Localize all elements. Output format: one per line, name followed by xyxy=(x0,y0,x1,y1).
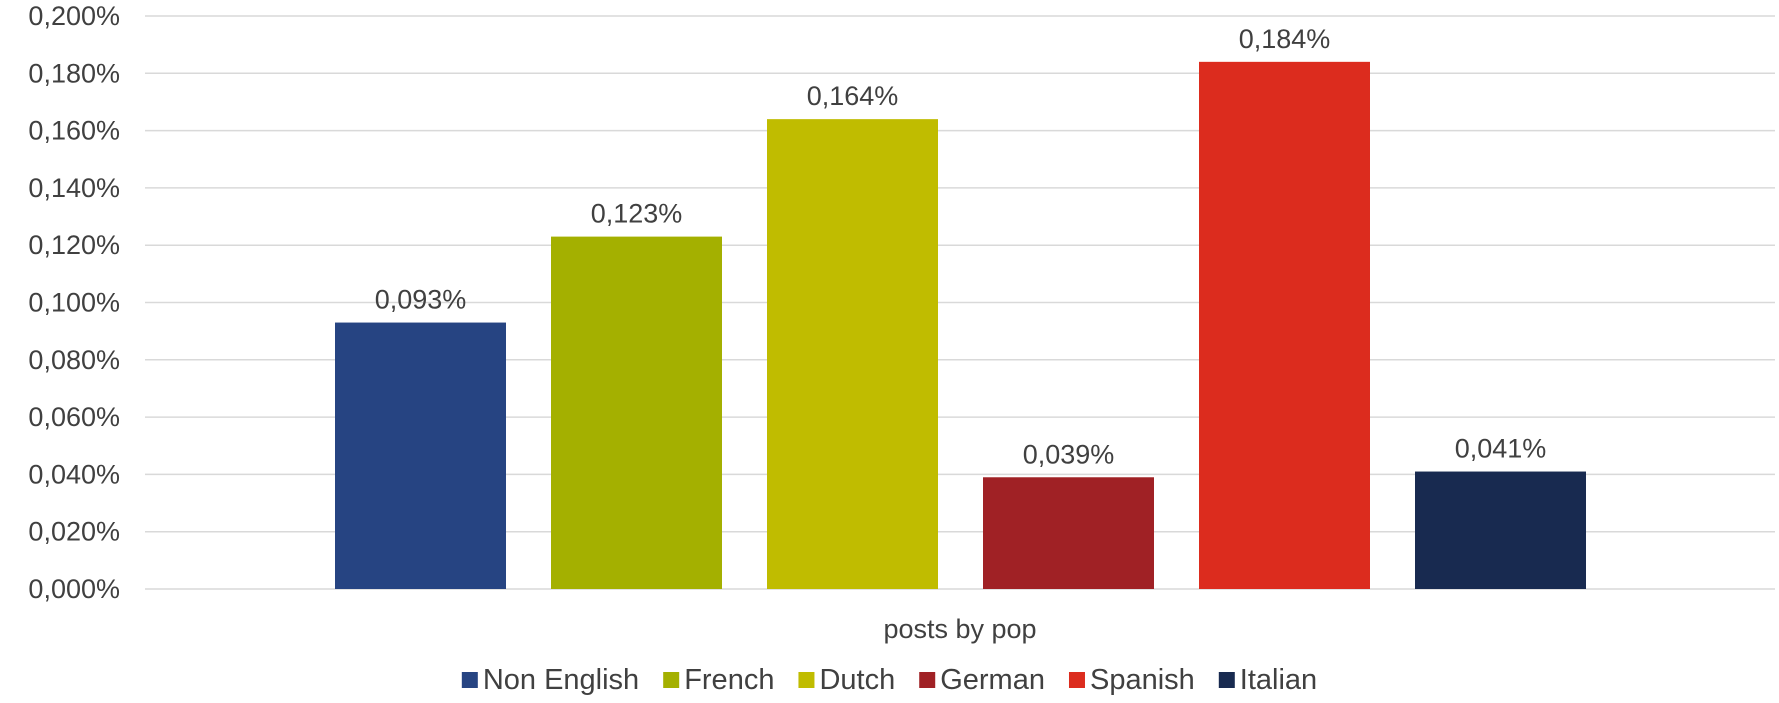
bar-italian xyxy=(1415,471,1586,589)
bar-dutch xyxy=(767,119,938,589)
legend-label: Non English xyxy=(483,664,639,696)
y-tick-label: 0,140% xyxy=(28,173,120,203)
y-tick-label: 0,000% xyxy=(28,574,120,604)
data-labels: 0,093% 0,123% 0,164% 0,039% 0,184% 0,041% xyxy=(375,24,1547,469)
y-tick-label: 0,060% xyxy=(28,402,120,432)
bar-non-english xyxy=(335,322,506,589)
legend-swatch xyxy=(663,672,680,688)
data-label: 0,123% xyxy=(591,199,683,229)
x-axis-category-labels: posts by pop xyxy=(883,614,1036,644)
legend-label: Italian xyxy=(1240,664,1317,696)
legend-item-german: German xyxy=(919,664,1045,696)
legend-swatch xyxy=(919,672,936,688)
y-tick-label: 0,180% xyxy=(28,58,120,88)
legend-label: Dutch xyxy=(819,664,895,696)
y-tick-label: 0,020% xyxy=(28,517,120,547)
data-label: 0,041% xyxy=(1455,434,1547,464)
legend-item-non-english: Non English xyxy=(461,664,639,696)
legend-label: French xyxy=(684,664,774,696)
legend-item-italian: Italian xyxy=(1218,664,1317,696)
legend-label: German xyxy=(940,664,1045,696)
y-tick-label: 0,080% xyxy=(28,345,120,375)
bar-spanish xyxy=(1199,61,1370,589)
y-tick-label: 0,040% xyxy=(28,459,120,489)
y-tick-label: 0,200% xyxy=(28,1,120,31)
legend-item-dutch: Dutch xyxy=(798,664,895,696)
legend: Non English French Dutch German Spanish Itali… xyxy=(461,664,1317,696)
y-tick-label: 0,120% xyxy=(28,230,120,260)
data-label: 0,039% xyxy=(1023,439,1115,469)
bar-german xyxy=(983,477,1154,589)
y-tick-label: 0,100% xyxy=(28,288,120,318)
legend-item-spanish: Spanish xyxy=(1068,664,1195,696)
legend-swatch xyxy=(798,672,815,688)
data-label: 0,164% xyxy=(807,81,899,111)
legend-label: Spanish xyxy=(1090,664,1195,696)
bars xyxy=(335,61,1586,590)
data-label: 0,184% xyxy=(1239,24,1331,54)
y-tick-label: 0,160% xyxy=(28,116,120,146)
x-category-label: posts by pop xyxy=(883,614,1036,644)
legend-swatch xyxy=(461,672,478,688)
y-axis-tick-labels: 0,000% 0,020% 0,040% 0,060% 0,080% 0,100% 0,12… xyxy=(28,1,120,604)
bar-french xyxy=(551,236,722,590)
data-label: 0,093% xyxy=(375,285,467,315)
legend-swatch xyxy=(1068,672,1085,688)
legend-item-french: French xyxy=(663,664,774,696)
legend-swatch xyxy=(1218,672,1235,688)
